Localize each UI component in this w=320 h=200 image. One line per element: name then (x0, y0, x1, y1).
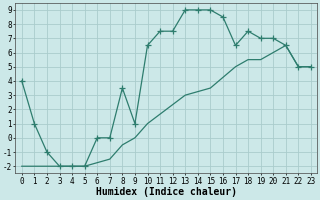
X-axis label: Humidex (Indice chaleur): Humidex (Indice chaleur) (96, 187, 237, 197)
